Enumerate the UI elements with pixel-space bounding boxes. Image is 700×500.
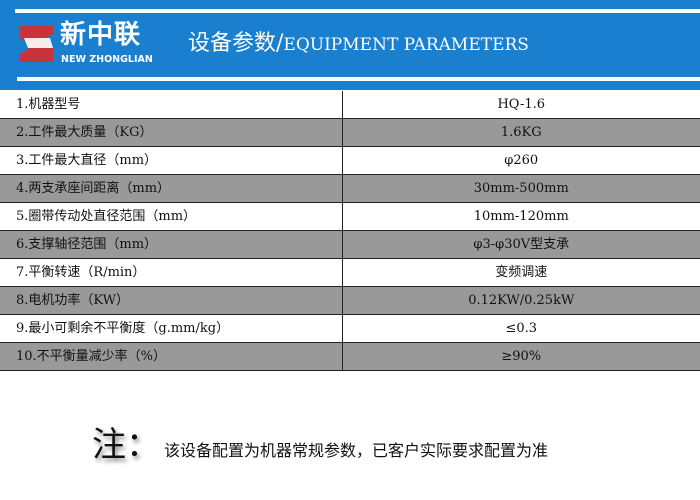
brand-logo-icon xyxy=(20,26,53,62)
param-label: 7.平衡转速（R/min） xyxy=(0,258,343,287)
brand-name: 新中联 xyxy=(60,20,142,50)
param-value: 1.6KG xyxy=(342,118,700,147)
param-label: 5.圈带传动处直径范围（mm） xyxy=(0,202,343,231)
note-text: 该设备配置为机器常规参数，已客户实际要求配置为准 xyxy=(164,441,549,460)
param-label: 4.两支承座间距离（mm） xyxy=(0,174,343,203)
param-label: 2.工件最大质量（KG） xyxy=(0,118,343,147)
param-label: 6.支撑轴径范围（mm） xyxy=(0,230,343,259)
table-row: 4.两支承座间距离（mm） 30mm-500mm xyxy=(0,174,700,203)
param-label: 3.工件最大直径（mm） xyxy=(0,146,343,175)
note-prefix: 注： xyxy=(92,425,160,465)
param-label: 8.电机功率（KW） xyxy=(0,286,343,315)
table-row: 10.不平衡量减少率（%） ≥90% xyxy=(0,342,700,371)
table-row: 7.平衡转速（R/min） 变频调速 xyxy=(0,258,700,287)
table-row: 1.机器型号 HQ-1.6 xyxy=(0,91,700,119)
footnote: 注： 该设备配置为机器常规参数，已客户实际要求配置为准 xyxy=(92,425,548,471)
divider xyxy=(15,9,700,13)
table-row: 3.工件最大直径（mm） φ260 xyxy=(0,146,700,175)
divider xyxy=(17,77,700,81)
param-value: ≥90% xyxy=(342,342,700,371)
param-value: 0.12KW/0.25kW xyxy=(342,286,700,315)
table-row: 8.电机功率（KW） 0.12KW/0.25kW xyxy=(0,286,700,315)
table-row: 5.圈带传动处直径范围（mm） 10mm-120mm xyxy=(0,202,700,231)
page-title: 设备参数/EQUIPMENT PARAMETERS xyxy=(188,30,529,59)
table-row: 2.工件最大质量（KG） 1.6KG xyxy=(0,118,700,147)
param-value: φ3-φ30V型支承 xyxy=(342,230,700,259)
param-value: 30mm-500mm xyxy=(342,174,700,203)
table-row: 9.最小可剩余不平衡度（g.mm/kg） ≤0.3 xyxy=(0,314,700,343)
table-row: 6.支撑轴径范围（mm） φ3-φ30V型支承 xyxy=(0,230,700,259)
title-cn: 设备参数/ xyxy=(188,31,284,56)
param-label: 1.机器型号 xyxy=(0,91,343,119)
param-label: 9.最小可剩余不平衡度（g.mm/kg） xyxy=(0,314,343,343)
param-value: 10mm-120mm xyxy=(342,202,700,231)
header-banner: 新中联 NEW ZHONGLIAN 设备参数/EQUIPMENT PARAMET… xyxy=(0,0,700,90)
param-value: HQ-1.6 xyxy=(342,91,700,119)
brand-name-en: NEW ZHONGLIAN xyxy=(61,54,153,65)
title-en: EQUIPMENT PARAMETERS xyxy=(283,35,529,55)
param-value: φ260 xyxy=(342,146,700,175)
parameter-table: 1.机器型号 HQ-1.6 2.工件最大质量（KG） 1.6KG 3.工件最大直径（mm… xyxy=(0,91,700,371)
param-value: 变频调速 xyxy=(342,258,700,287)
param-value: ≤0.3 xyxy=(342,314,700,343)
param-label: 10.不平衡量减少率（%） xyxy=(0,342,343,371)
